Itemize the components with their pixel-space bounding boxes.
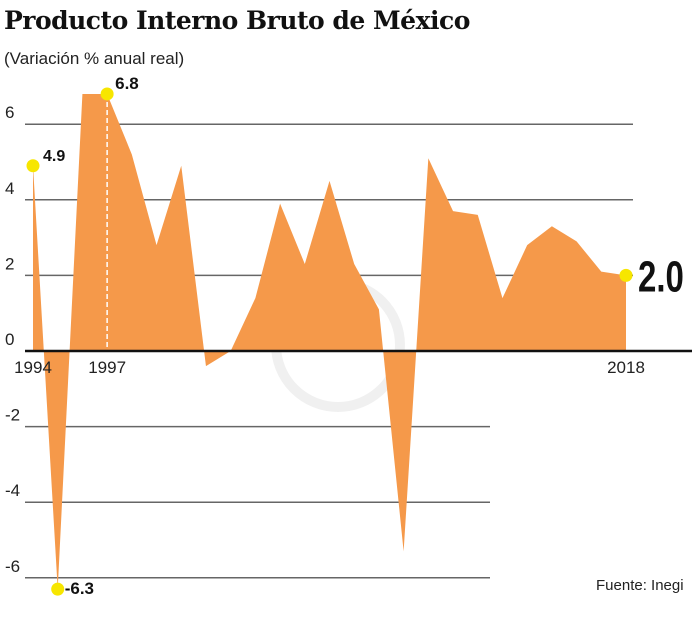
y-tick-label: 2 xyxy=(5,254,14,273)
annotation-marker xyxy=(51,582,65,596)
x-tick-label: 1994 xyxy=(14,358,52,377)
annotation-label: -6.3 xyxy=(65,579,94,598)
source-note: Fuente: Inegi xyxy=(596,577,684,594)
chart-title: Producto Interno Bruto de México xyxy=(4,6,470,35)
y-tick-label: 4 xyxy=(5,179,14,198)
annotation-marker xyxy=(26,159,40,173)
area-series xyxy=(33,93,626,590)
x-tick-label: 1997 xyxy=(88,358,126,377)
annotation-label: 4.9 xyxy=(43,148,65,165)
y-tick-label: -4 xyxy=(5,481,20,500)
annotation-marker xyxy=(619,268,633,282)
y-tick-label: -2 xyxy=(5,406,20,425)
annotation-marker xyxy=(100,87,114,101)
y-tick-label: 6 xyxy=(5,103,14,122)
annotation-label: 2.0 xyxy=(638,253,684,302)
y-tick-label: 0 xyxy=(5,330,14,349)
y-tick-label: -6 xyxy=(5,557,20,576)
annotation-label: 6.8 xyxy=(115,74,139,93)
x-tick-label: 2018 xyxy=(607,358,645,377)
chart-subtitle: (Variación % anual real) xyxy=(4,49,185,68)
